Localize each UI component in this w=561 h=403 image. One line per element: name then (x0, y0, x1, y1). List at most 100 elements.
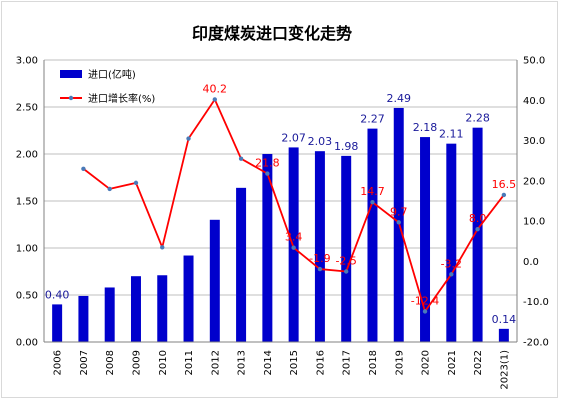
growth-point (317, 266, 323, 272)
growth-point (133, 180, 139, 186)
line-data-label: 9.7 (390, 205, 408, 218)
growth-point (343, 269, 349, 274)
line-data-label: 8.0 (469, 212, 487, 225)
chart-frame: 印度煤炭进口变化走势 0.00 0.50 1.00 1.50 2.00 2.50 3.00 -… (1, 1, 558, 398)
bar (288, 147, 299, 342)
data-labels: 0.40 2.07 2.03 1.98 2.272.49 2.182.112.28 0.14… (45, 82, 516, 325)
x-tick-label: 2023(1) (499, 350, 510, 390)
growth-point (186, 136, 191, 141)
y-left-tick-label: 2.50 (16, 103, 38, 114)
x-tick-label: 2022 (473, 350, 484, 375)
x-tick-label: 2012 (210, 350, 221, 375)
x-tick-label: 2014 (263, 350, 274, 375)
axes: 0.00 0.50 1.00 1.50 2.00 2.50 3.00 -20.0 -10.0 0.… (16, 56, 549, 390)
bar (472, 127, 483, 343)
y-right-tick-label: -10.0 (523, 297, 549, 308)
line-series (81, 97, 507, 314)
bar (314, 151, 325, 342)
line-data-label: -12.4 (411, 294, 439, 307)
x-tick-label: 2020 (421, 350, 432, 375)
bar-data-label: 2.03 (308, 135, 333, 148)
growth-point (475, 227, 480, 232)
x-tick-label: 2009 (131, 350, 142, 375)
y-right-tick-label: 20.0 (523, 176, 545, 187)
grid-lines (44, 59, 517, 296)
x-tick-label: 2011 (184, 350, 195, 375)
bar (341, 155, 352, 342)
growth-point (160, 245, 165, 250)
y-left-tick-label: 1.50 (16, 197, 38, 208)
y-right-tick-label: 40.0 (523, 96, 545, 107)
bar (367, 128, 378, 342)
y-left-tick-label: 0.00 (16, 338, 38, 349)
bar (183, 255, 194, 342)
growth-point (449, 272, 454, 277)
y-left-tick-label: 3.00 (16, 56, 38, 67)
bar-data-label: 2.27 (360, 113, 385, 126)
growth-point (107, 186, 112, 192)
bar (130, 276, 141, 342)
x-tick-label: 2006 (53, 350, 64, 375)
bar (104, 287, 115, 342)
bar-series (52, 107, 509, 343)
x-tick-label: 2008 (105, 350, 116, 375)
bar-data-label: 0.14 (492, 313, 517, 326)
bar (498, 328, 509, 342)
legend-bar-swatch (60, 70, 82, 78)
bar (420, 137, 431, 342)
line-data-label: 3.4 (285, 231, 303, 244)
bar-data-label: 2.07 (281, 131, 306, 144)
growth-point (501, 192, 507, 198)
x-tick-label: 2007 (79, 350, 90, 375)
y-left-tick-label: 2.00 (16, 150, 38, 161)
x-tick-label: 2010 (158, 350, 169, 375)
bar (209, 219, 220, 342)
bar-data-label: 2.18 (413, 121, 438, 134)
bar (157, 275, 168, 342)
x-tick-label: 2019 (394, 350, 405, 375)
y-left-tick-label: 0.50 (16, 291, 38, 302)
y-right-tick-label: -20.0 (523, 338, 549, 349)
bar (446, 143, 457, 342)
bar-data-label: 2.11 (439, 128, 464, 141)
chart-title: 印度煤炭进口变化走势 (192, 24, 352, 43)
line-data-label: 40.2 (203, 82, 228, 95)
x-tick-label: 2021 (447, 350, 458, 375)
x-tick-label: 2018 (368, 350, 379, 375)
bar-data-label: 2.49 (387, 92, 412, 105)
growth-point (238, 156, 244, 161)
x-tick-label: 2013 (237, 350, 248, 375)
bar (78, 295, 89, 342)
x-tick-label: 2015 (289, 350, 300, 375)
bar-data-label: 1.98 (334, 140, 359, 153)
line-data-label: 21.8 (255, 157, 280, 170)
y-right-tick-label: 30.0 (523, 136, 545, 147)
bar-data-label: 0.40 (45, 288, 70, 301)
y-right-tick-label: 10.0 (523, 217, 545, 228)
bar (262, 154, 273, 342)
growth-point (81, 166, 86, 171)
growth-point (291, 245, 296, 250)
bar (52, 304, 63, 342)
legend-line-marker (68, 95, 74, 101)
line-data-label: 16.5 (492, 178, 517, 191)
legend-line-label: 进口增长率(%) (88, 92, 155, 105)
growth-point (265, 171, 270, 176)
x-tick-label: 2017 (342, 350, 353, 375)
legend-bar-label: 进口(亿吨) (88, 68, 136, 81)
line-data-label: -1.9 (309, 252, 330, 265)
y-left-tick-label: 1.00 (16, 244, 38, 255)
bar (236, 187, 247, 342)
chart-canvas: 印度煤炭进口变化走势 0.00 0.50 1.00 1.50 2.00 2.50 3.00 -… (16, 24, 549, 390)
line-data-label: 14.7 (360, 185, 385, 198)
y-right-tick-label: 0.0 (523, 257, 539, 268)
x-tick-label: 2016 (315, 350, 326, 375)
line-data-label: -3.2 (441, 257, 462, 270)
y-right-tick-label: 50.0 (523, 56, 545, 67)
legend: 进口(亿吨) 进口增长率(%) (60, 68, 155, 105)
growth-point (396, 220, 401, 225)
growth-point (212, 97, 218, 102)
bar-data-label: 2.28 (465, 112, 490, 125)
line-data-label: -2.5 (335, 255, 356, 268)
growth-point (422, 309, 428, 314)
